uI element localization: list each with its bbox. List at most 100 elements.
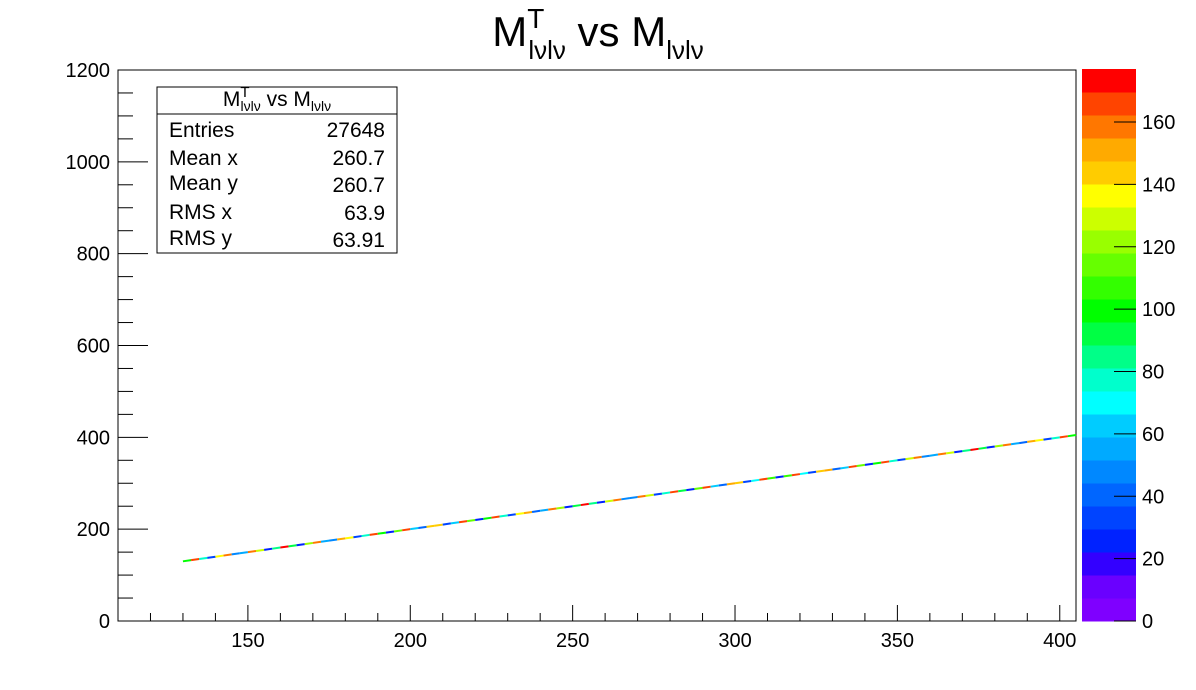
- palette-swatch: [1082, 391, 1136, 415]
- stats-title-sub2: lνlν: [311, 98, 331, 114]
- heatmap-cell: [312, 540, 322, 544]
- stats-value-mean-y: 260.7: [332, 174, 385, 197]
- heatmap-cell: [905, 457, 914, 461]
- palette-swatch: [1082, 184, 1136, 208]
- heatmap-cell: [726, 482, 736, 486]
- heatmap-cell: [718, 483, 728, 487]
- palette-swatch: [1082, 598, 1136, 622]
- heatmap-cell: [337, 537, 346, 541]
- heatmap-cell: [531, 509, 541, 513]
- heatmap-cell: [864, 462, 874, 466]
- stats-value-rms-y: 63.91: [332, 229, 385, 252]
- palette-swatch: [1082, 138, 1136, 162]
- stats-box: MT lνlν vs Mlνlν Entries 27648 Mean x 260…: [156, 84, 398, 254]
- heatmap-cell: [182, 559, 192, 563]
- y-axis: 0 200 400 600 800 1000 1200: [66, 60, 148, 633]
- palette-tick-label: 60: [1142, 424, 1164, 446]
- stats-label-rms-x: RMS x: [169, 201, 233, 224]
- heatmap-cell: [759, 477, 768, 481]
- palette-swatch: [1082, 460, 1136, 484]
- palette-swatch: [1082, 506, 1136, 530]
- heatmap-cell: [239, 551, 249, 555]
- x-axis: 150 200 250 300 350 400: [117, 605, 1076, 652]
- heatmap-cell: [507, 513, 516, 517]
- heatmap-cell: [1019, 440, 1028, 445]
- stats-title: MT lνlν vs Mlνlν: [223, 84, 331, 114]
- heatmap-cell: [1035, 438, 1044, 442]
- title-sup: T: [527, 3, 544, 34]
- heatmap-cell: [304, 541, 313, 546]
- palette-tick-label: 100: [1142, 299, 1175, 321]
- heatmap-cell: [361, 533, 370, 538]
- palette-swatch: [1082, 161, 1136, 185]
- heatmap-cell: [807, 470, 817, 474]
- x-tick-label: 350: [881, 630, 914, 652]
- palette-swatch: [1082, 230, 1136, 254]
- heatmap-cell: [921, 454, 931, 458]
- stats-title-sup: T: [240, 84, 249, 101]
- title-m2: M: [631, 8, 666, 55]
- heatmap-cell: [296, 543, 305, 547]
- heatmap-cell: [393, 529, 403, 533]
- heatmap-cell: [710, 484, 719, 488]
- heatmap-cell: [247, 549, 257, 554]
- heatmap-cell: [1027, 439, 1036, 443]
- y-tick-label: 400: [77, 427, 110, 449]
- heatmap-cell: [816, 469, 825, 473]
- heatmap-cell: [280, 545, 289, 549]
- heatmap-cell: [548, 507, 557, 511]
- heatmap-cell: [255, 548, 265, 552]
- heatmap-cell: [1002, 443, 1012, 447]
- stats-value-rms-x: 63.9: [344, 202, 385, 225]
- title-sub2: lνlν: [666, 35, 704, 65]
- palette-tick-label: 160: [1142, 112, 1175, 134]
- heatmap-cell: [442, 522, 452, 526]
- heatmap-cell: [686, 487, 695, 492]
- heatmap-cell: [223, 553, 232, 557]
- stats-label-mean-y: Mean y: [169, 172, 238, 195]
- stats-title-vs: vs: [261, 88, 294, 111]
- heatmap-cell: [791, 473, 801, 477]
- palette-swatch: [1082, 299, 1136, 323]
- heatmap-cell: [540, 508, 549, 512]
- heatmap-cell: [596, 500, 606, 504]
- heatmap-cell: [872, 461, 882, 465]
- heatmap-cell: [629, 496, 638, 500]
- palette-tick-label: 80: [1142, 362, 1164, 384]
- heatmap-cell: [475, 517, 484, 521]
- y-tick-label: 1200: [66, 60, 111, 82]
- y-tick-label: 200: [77, 519, 110, 541]
- heatmap-cell: [913, 455, 922, 459]
- heatmap-cell: [483, 516, 492, 520]
- palette-tick-label: 40: [1142, 486, 1164, 508]
- palette-swatch: [1082, 437, 1136, 461]
- heatmap-cell: [986, 445, 995, 449]
- heatmap-cell: [556, 506, 565, 510]
- heatmap-cell: [418, 525, 427, 530]
- palette-swatch: [1082, 115, 1136, 139]
- heatmap-cell: [962, 448, 971, 453]
- heatmap-cell: [402, 528, 411, 532]
- heatmap-cell: [751, 478, 760, 482]
- stats-frame: [156, 86, 398, 254]
- heatmap-cell: [353, 535, 362, 539]
- stats-value-entries: 27648: [327, 119, 385, 142]
- heatmap-cell: [1059, 435, 1069, 439]
- x-tick-label: 400: [1043, 630, 1076, 652]
- heatmap-cell: [458, 520, 468, 524]
- heatmap-cell: [491, 515, 500, 519]
- heatmap-cell: [320, 539, 330, 543]
- heatmap-cell: [272, 546, 281, 550]
- heatmap-cell: [661, 491, 671, 495]
- palette-swatch: [1082, 92, 1136, 116]
- heatmap-cell: [775, 475, 784, 479]
- heatmap-cell: [190, 558, 200, 562]
- heatmap-cell: [231, 552, 240, 556]
- heatmap-cell: [848, 465, 857, 469]
- palette-tick-label: 120: [1142, 237, 1175, 259]
- palette-tick-label: 20: [1142, 549, 1164, 571]
- y-tick-label: 800: [77, 244, 110, 266]
- heatmap-cell: [742, 479, 752, 484]
- palette-swatch: [1082, 368, 1136, 392]
